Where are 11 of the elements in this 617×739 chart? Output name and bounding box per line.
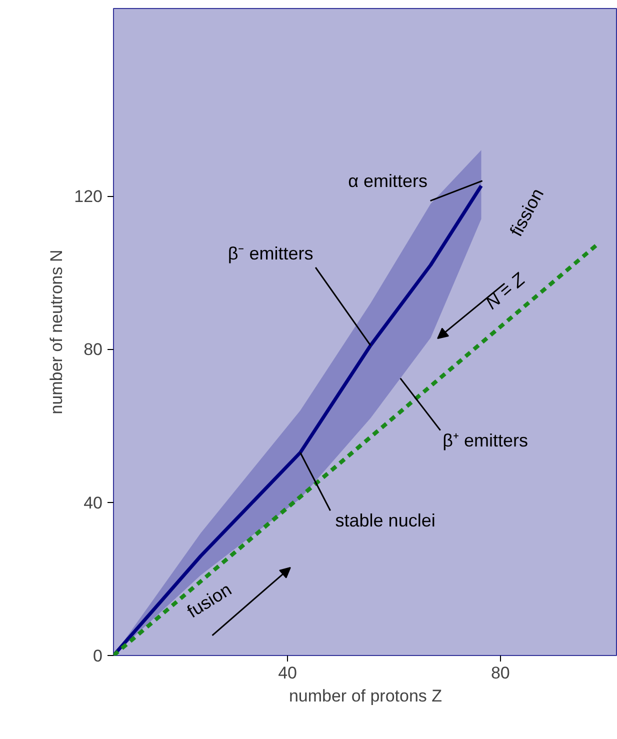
annotation: β⁺ emitters <box>442 430 528 450</box>
y-tick-label: 40 <box>84 493 103 512</box>
y-tick-label: 80 <box>84 340 103 360</box>
x-axis-title: number of protons Z <box>288 686 442 706</box>
y-axis-title: number of neutrons N <box>47 250 66 414</box>
y-tick-label: 0 <box>93 646 103 666</box>
annotation: α emitters <box>348 170 428 191</box>
annotation: stable nuclei <box>335 510 436 531</box>
annotation: β⁻ emitters <box>228 243 314 264</box>
text: N = Z <box>482 268 530 314</box>
y-tick-label: 120 <box>74 187 103 206</box>
